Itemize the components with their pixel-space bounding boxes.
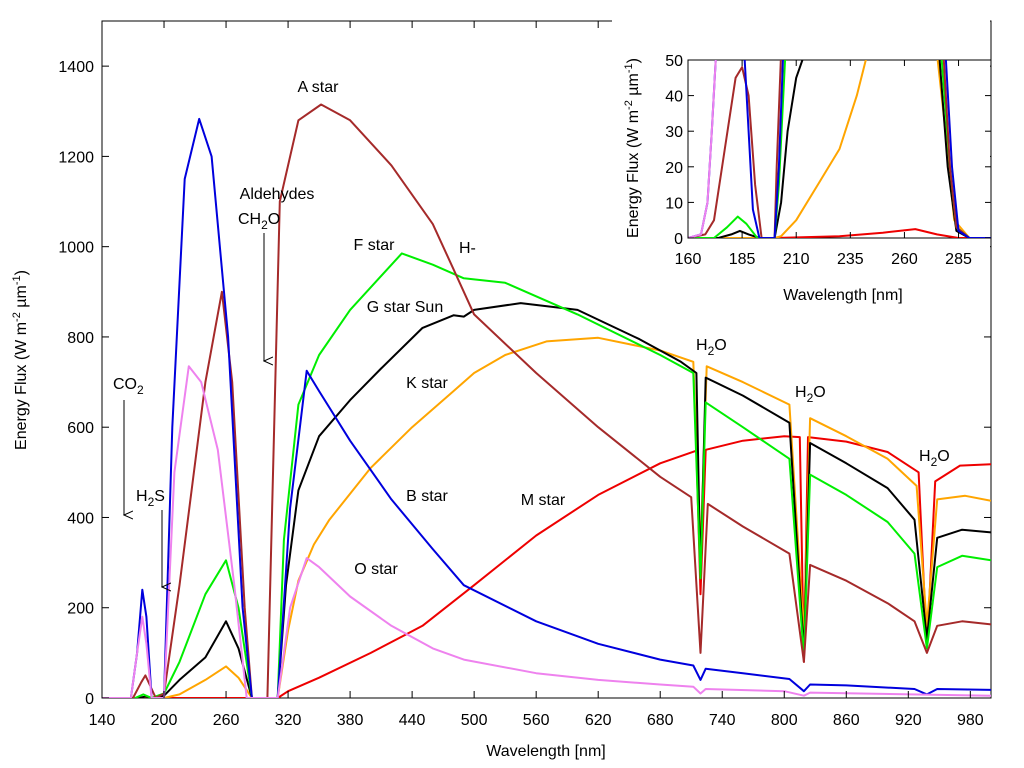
main-x-tick-label-560: 560	[523, 712, 550, 729]
annotation-h2o-940: H2O	[919, 448, 950, 469]
inset-series-g-star-sun-4	[938, 60, 991, 238]
annotation-h-minus: H-	[459, 240, 476, 257]
annotation-h2s: H2S	[136, 488, 165, 509]
main-x-tick-label-920: 920	[895, 712, 922, 729]
main-x-tick-label-260: 260	[213, 712, 240, 729]
main-series-g-star-sun-2	[102, 302, 991, 698]
main-y-tick-label-200: 200	[67, 601, 94, 618]
main-y-tick-label-400: 400	[67, 510, 94, 527]
main-series-o-star-6	[102, 365, 991, 698]
inset-series-o-star-12	[688, 60, 717, 238]
main-x-axis-label: Wavelength [nm]	[486, 743, 605, 760]
annotation-co2: CO2	[113, 376, 144, 397]
inset-x-tick-label-235: 235	[837, 251, 864, 268]
main-y-tick-label-800: 800	[67, 330, 94, 347]
main-x-tick-label-740: 740	[709, 712, 736, 729]
main-x-tick-label-200: 200	[151, 712, 178, 729]
inset-x-tick-label-185: 185	[729, 251, 756, 268]
main-x-ticks: 140 200 260 320 380 440 500 560 620 680 740 800 860 9…	[89, 21, 984, 729]
main-y-tick-label-1000: 1000	[58, 240, 94, 257]
inset-y-tick-label-20: 20	[665, 160, 683, 177]
main-y-axis-label: Energy Flux (W m-2 µm-1)	[11, 270, 30, 450]
inset-x-ticks: 160 185 210 235 260 285	[675, 60, 972, 268]
inset-x-tick-label-160: 160	[675, 251, 702, 268]
inset-series-b-star-10	[743, 60, 784, 238]
inset-x-tick-label-260: 260	[891, 251, 918, 268]
main-x-tick-label-620: 620	[585, 712, 612, 729]
inset-x-axis-label: Wavelength [nm]	[783, 287, 902, 304]
inset-x-tick-label-210: 210	[783, 251, 810, 268]
label-k-star: K star	[406, 375, 448, 392]
inset-plot-frame	[687, 59, 992, 239]
annotation-h2o-820: H2O	[795, 384, 826, 405]
inset-plot: 160 185 210 235 260 285 0 10 20 30 40 50 Wavelengt…	[612, 20, 992, 310]
main-series-b-star-5	[102, 117, 991, 698]
inset-series-g-star-sun-3	[688, 60, 804, 238]
label-g-star: G star Sun	[367, 299, 443, 316]
main-series-f-star-3	[102, 252, 991, 698]
inset-y-ticks: 0 10 20 30 40 50	[665, 53, 991, 248]
label-f-star: F star	[354, 237, 396, 254]
inset-y-tick-label-0: 0	[674, 231, 683, 248]
main-y-tick-label-600: 600	[67, 420, 94, 437]
label-o-star: O star	[354, 561, 398, 578]
inset-y-axis-label: Energy Flux (W m-2 µm-1)	[623, 58, 642, 238]
main-x-tick-label-140: 140	[89, 712, 116, 729]
main-series-group	[102, 103, 991, 698]
main-x-tick-label-440: 440	[399, 712, 426, 729]
label-m-star: M star	[521, 492, 566, 509]
inset-y-tick-label-50: 50	[665, 53, 683, 70]
inset-y-tick-label-40: 40	[665, 89, 683, 106]
inset-series-b-star-11	[944, 60, 991, 238]
main-series-m-star-0	[102, 435, 991, 698]
inset-series-m-star-0	[688, 228, 991, 238]
label-a-star: A star	[298, 79, 340, 96]
inset-x-tick-label-285: 285	[945, 251, 972, 268]
main-x-tick-label-800: 800	[771, 712, 798, 729]
main-series-a-star-4	[102, 103, 991, 698]
inset-y-tick-label-30: 30	[665, 124, 683, 141]
main-x-tick-label-500: 500	[461, 712, 488, 729]
main-x-tick-label-320: 320	[275, 712, 302, 729]
inset-background	[612, 20, 990, 310]
main-y-tick-label-1200: 1200	[58, 149, 94, 166]
main-series-k-star-1	[102, 336, 991, 698]
label-b-star: B star	[406, 488, 448, 505]
inset-series-a-star-8	[942, 60, 991, 238]
inset-y-tick-label-10: 10	[665, 195, 683, 212]
annotation-ch2o: CH2O	[238, 211, 280, 232]
main-y-tick-label-0: 0	[85, 691, 94, 708]
main-x-tick-label-680: 680	[647, 712, 674, 729]
annotation-aldehydes: Aldehydes	[240, 186, 315, 203]
inset-series-k-star-1	[688, 60, 867, 238]
main-plot-frame	[101, 20, 992, 699]
inset-series-group	[688, 60, 991, 238]
annotation-h2o-720: H2O	[696, 337, 727, 358]
main-x-tick-label-860: 860	[833, 712, 860, 729]
main-x-tick-label-380: 380	[337, 712, 364, 729]
main-x-tick-label-980: 980	[957, 712, 984, 729]
main-y-tick-label-1400: 1400	[58, 59, 94, 76]
main-plot: 140 200 260 320 380 440 500 560 620 680 740 800 860 9…	[11, 20, 992, 760]
